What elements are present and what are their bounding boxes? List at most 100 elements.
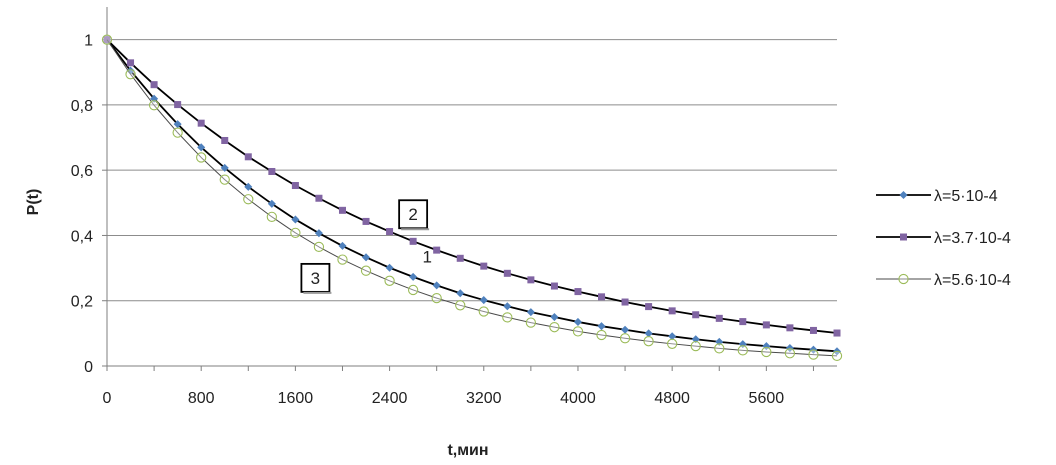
data-point [338, 241, 347, 250]
annotation-label: 3 [311, 269, 320, 288]
x-tick-label: 1600 [278, 390, 314, 407]
annotation-label: 1 [423, 248, 432, 267]
data-point [831, 350, 843, 362]
data-point [290, 227, 301, 238]
data-point [384, 275, 395, 286]
data-point [127, 59, 135, 67]
data-point [550, 313, 559, 322]
data-point [479, 296, 488, 305]
legend-marker [899, 190, 908, 200]
data-point [244, 153, 252, 161]
legend-item: λ=3.7·10-4 [876, 230, 1011, 247]
data-point [643, 336, 654, 347]
data-point [456, 289, 465, 298]
data-point [386, 228, 394, 236]
data-point [715, 337, 724, 346]
data-point [527, 276, 535, 284]
data-point [598, 293, 606, 301]
legend-item: λ=5.6·10-4 [876, 272, 1011, 289]
series-line [106, 38, 838, 334]
data-point [526, 308, 535, 317]
data-point [762, 342, 771, 351]
data-point [503, 302, 512, 311]
y-tick-label: 0,2 [71, 294, 93, 311]
data-point [550, 282, 558, 290]
data-point [101, 34, 113, 45]
data-point [197, 119, 205, 127]
data-point [362, 217, 370, 225]
data-point [668, 332, 677, 341]
x-tick-label: 4000 [560, 390, 596, 407]
data-point [621, 325, 630, 334]
data-point [455, 300, 466, 311]
data-point [243, 194, 254, 205]
data-point [525, 317, 537, 328]
data-point [219, 174, 230, 185]
data-point [360, 265, 372, 276]
legend: λ=5·10-4 λ=3.7·10-4 λ=5.6·10-4 [876, 188, 1011, 289]
data-point [338, 206, 346, 214]
data-point [433, 246, 441, 254]
legend-marker [899, 233, 907, 241]
x-tick-label: 4800 [654, 390, 690, 407]
data-point [337, 254, 348, 265]
data-point [503, 269, 511, 277]
data-point [573, 317, 582, 326]
data-point [502, 312, 513, 323]
data-point [714, 343, 725, 354]
x-tick-label: 800 [188, 390, 215, 407]
data-point [220, 163, 229, 172]
data-point [691, 335, 700, 344]
y-tick-label: 0,4 [71, 228, 93, 245]
data-point [480, 262, 488, 270]
y-axis-title: P(t) [25, 189, 42, 216]
legend-label: λ=5.6·10-4 [934, 272, 1011, 289]
data-point [668, 307, 676, 315]
x-axis-title: t,мин [447, 442, 488, 459]
data-point [621, 298, 629, 306]
data-point [761, 346, 772, 358]
legend-label: λ=3.7·10-4 [934, 230, 1011, 247]
x-tick-label: 2400 [372, 390, 408, 407]
data-point [291, 182, 299, 190]
data-point [574, 288, 582, 296]
data-point [150, 81, 158, 89]
data-point [833, 329, 841, 337]
data-point [125, 69, 136, 80]
data-point [174, 101, 182, 109]
data-point [385, 263, 394, 272]
data-point [196, 152, 207, 163]
data-point [645, 303, 653, 311]
data-point [784, 348, 796, 359]
data-point [738, 340, 747, 349]
data-point [692, 311, 700, 319]
data-point [572, 326, 584, 337]
data-point [785, 344, 794, 353]
data-point [244, 182, 253, 191]
data-point [737, 345, 748, 356]
data-point [197, 143, 206, 152]
annotation-shadow [401, 228, 430, 231]
plot-series [101, 34, 843, 362]
annotation-label: 2 [408, 205, 417, 224]
series-1 [102, 35, 842, 356]
data-point [597, 322, 606, 331]
data-point [313, 241, 325, 253]
data-point [690, 340, 701, 352]
data-point [409, 272, 418, 281]
data-point [762, 321, 770, 329]
x-tick-label: 0 [103, 390, 112, 407]
tick-labels: 0 0,2 0,4 0,6 0,8 1 0 800 1600 2400 3200 4000 4800 56… [71, 33, 785, 407]
data-point [221, 136, 229, 144]
x-tick-label: 5600 [749, 390, 785, 407]
data-point [314, 229, 323, 238]
data-point [267, 199, 276, 208]
y-tick-label: 0,6 [71, 163, 93, 180]
series-line [106, 39, 838, 357]
x-tick-label: 3200 [466, 390, 502, 407]
data-point [148, 100, 160, 111]
annotations: 2 1 3 [300, 199, 432, 294]
data-point [407, 284, 419, 296]
data-point [172, 127, 183, 138]
